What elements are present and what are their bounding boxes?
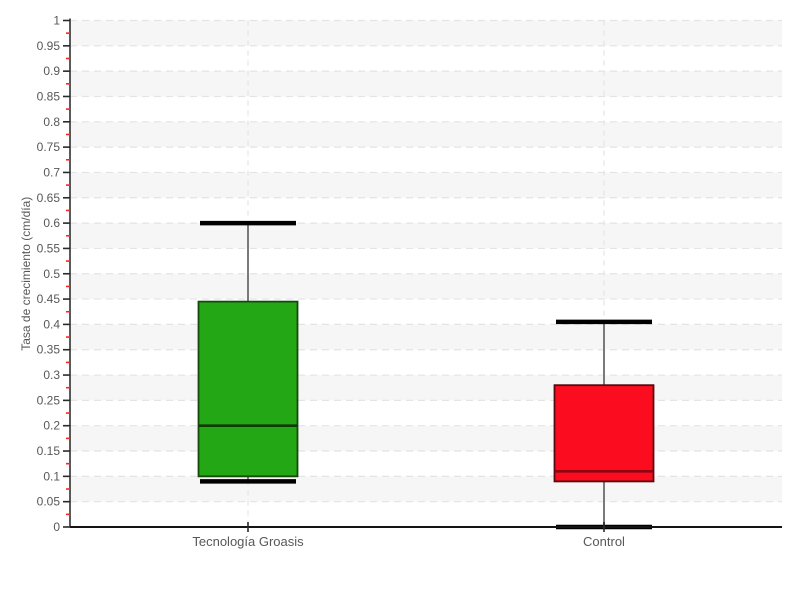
y-tick-label: 0.45 (37, 292, 61, 306)
plot-band (70, 172, 782, 198)
plot-band (70, 375, 782, 401)
plot-band (70, 501, 782, 527)
box-group-tecnologia-groasis (197, 220, 299, 484)
plot-band (70, 71, 782, 97)
plot-band (70, 273, 782, 300)
y-tick-label: 0.8 (43, 115, 60, 129)
plot-band (70, 425, 782, 452)
y-tick-label: 0.7 (43, 165, 60, 179)
x-category-label: Control (583, 534, 625, 549)
axis-labels: 0 0.05 0.1 0.15 0.2 0.25 0.3 0.35 0.4 0.45 0.5 0.55… (37, 14, 625, 550)
y-tick-label: 1 (53, 14, 60, 28)
plot-band (70, 248, 782, 274)
plot-band (70, 349, 782, 376)
box-rect (553, 384, 655, 483)
y-tick-label: 0.35 (37, 343, 61, 357)
y-tick-label: 0.25 (37, 393, 61, 407)
y-tick-label: 0.4 (43, 317, 60, 331)
plot-bands (70, 20, 782, 527)
y-tick-label: 0.55 (37, 241, 61, 255)
box-series (197, 220, 655, 530)
plot-band (70, 147, 782, 173)
plot-band (70, 299, 782, 325)
y-axis-title: Tasa de crecimiento (cm/día) (19, 197, 33, 351)
plot-band (70, 20, 782, 46)
box-rect (197, 300, 299, 478)
y-tick-label: 0 (53, 520, 60, 534)
plot-band (70, 476, 782, 502)
y-tick-label: 0.05 (37, 495, 61, 509)
box-group-control (553, 319, 655, 530)
gridlines (70, 19, 782, 527)
y-tick-label: 0.65 (37, 191, 61, 205)
y-tick-label: 0.9 (43, 64, 60, 78)
y-tick-label: 0.6 (43, 216, 60, 230)
y-tick-label: 0.75 (37, 140, 61, 154)
y-tick-label: 0.85 (37, 89, 61, 103)
y-tick-label: 0.3 (43, 368, 60, 382)
plot-band (70, 45, 782, 72)
x-category-label: Tecnología Groasis (192, 534, 304, 549)
axes (63, 18, 782, 532)
plot-band (70, 197, 782, 224)
plot-band (70, 324, 782, 350)
plot-band (70, 451, 782, 477)
plot-band (70, 96, 782, 122)
y-tick-label: 0.1 (43, 469, 60, 483)
plot-band (70, 121, 782, 148)
y-tick-label: 0.95 (37, 39, 61, 53)
y-tick-label: 0.15 (37, 444, 61, 458)
plot-band (70, 400, 782, 426)
y-tick-label: 0.2 (43, 419, 60, 433)
plot-band (70, 223, 782, 249)
y-tick-label: 0.5 (43, 267, 60, 281)
